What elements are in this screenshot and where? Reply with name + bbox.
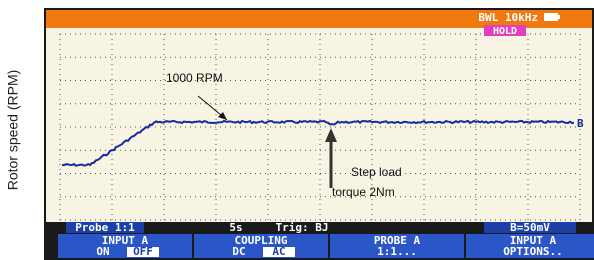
annotation: Step load: [351, 165, 402, 179]
softkey-option: AC: [272, 245, 285, 258]
hold-status: HOLD: [493, 26, 517, 37]
info-timebase: 5s: [229, 221, 242, 234]
trace-marker: B: [577, 117, 584, 130]
filter-status: BWL 10kHz: [478, 11, 538, 24]
y-axis-label: Rotor speed (RPM): [5, 70, 21, 191]
battery-tip: [558, 15, 560, 19]
softkey-option: OFF: [133, 245, 153, 258]
softkey-option: DC: [232, 245, 245, 258]
annotation: 1000 RPM: [166, 71, 223, 85]
info-trigger: Trig: BJ: [276, 221, 329, 234]
softkey-option: 1:1...: [377, 245, 417, 258]
screenshot: Rotor speed (RPM) B BWL 10kHz HOLD 1000 …: [0, 0, 594, 260]
info-probe: Probe 1:1: [75, 221, 135, 234]
softkey-option: OPTIONS..: [503, 245, 563, 258]
battery-icon: [544, 13, 558, 21]
info-scale: B=50mV: [510, 221, 550, 234]
annotation: torque 2Nm: [332, 185, 395, 199]
softkey-option: ON: [96, 245, 109, 258]
